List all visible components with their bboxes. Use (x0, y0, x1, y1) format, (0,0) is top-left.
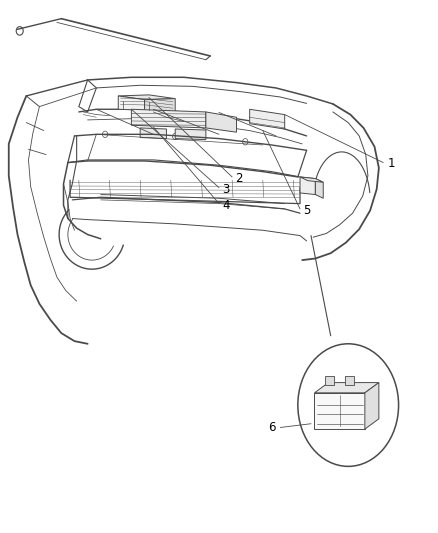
Polygon shape (175, 129, 206, 140)
Text: 5: 5 (303, 204, 311, 217)
Polygon shape (314, 393, 365, 429)
Text: 6: 6 (268, 421, 276, 434)
Polygon shape (250, 109, 285, 129)
Text: 3: 3 (222, 183, 230, 196)
Text: 1: 1 (388, 157, 395, 170)
Bar (325, 376, 334, 385)
Polygon shape (300, 177, 323, 182)
Polygon shape (300, 177, 315, 195)
Polygon shape (140, 128, 166, 139)
Polygon shape (118, 95, 175, 100)
Bar (317, 395, 325, 426)
Text: 2: 2 (235, 172, 243, 185)
Polygon shape (315, 179, 323, 198)
Bar (345, 376, 354, 385)
Text: 4: 4 (222, 199, 230, 212)
Polygon shape (131, 109, 206, 128)
Polygon shape (314, 383, 379, 393)
Polygon shape (118, 96, 145, 110)
Polygon shape (365, 383, 379, 429)
Polygon shape (145, 99, 175, 114)
Polygon shape (206, 112, 237, 132)
